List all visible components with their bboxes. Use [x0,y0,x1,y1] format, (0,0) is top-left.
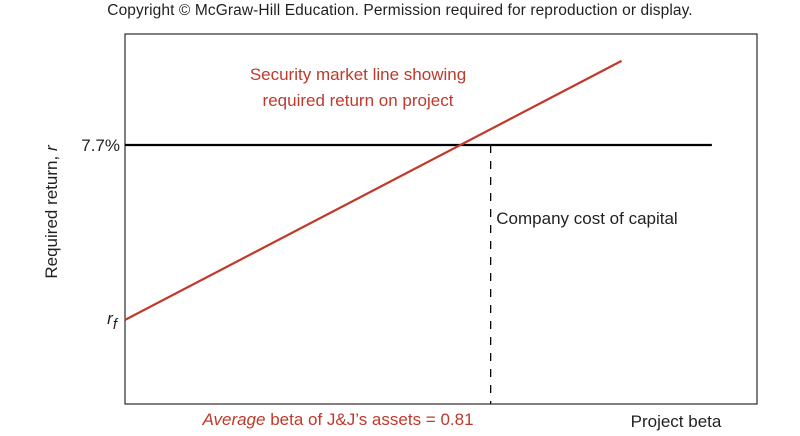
sml-annotation-line1: Security market line showing [250,65,466,84]
ytick-rf-subscript: f [113,316,119,333]
security-market-line [124,59,623,321]
copyright-notice: Copyright © McGraw-Hill Education. Permi… [107,2,693,19]
average-beta-label-italic: Average [201,410,265,429]
cost-of-capital-label: Company cost of capital [496,209,677,228]
y-axis-label-r: r [42,144,61,151]
ytick-cost-of-capital: 7.7% [81,136,120,155]
sml-annotation-line2: required return on project [263,91,454,110]
ytick-risk-free-rate: rf [107,309,119,333]
ytick-rf-main: r [107,309,114,328]
plot-frame [124,33,758,405]
average-beta-label: Average beta of J&J’s assets = 0.81 [201,410,473,429]
average-beta-label-rest: beta of J&J’s assets = 0.81 [265,410,473,429]
x-axis-label: Project beta [631,412,722,431]
y-axis-label: Required return, r [42,144,61,279]
